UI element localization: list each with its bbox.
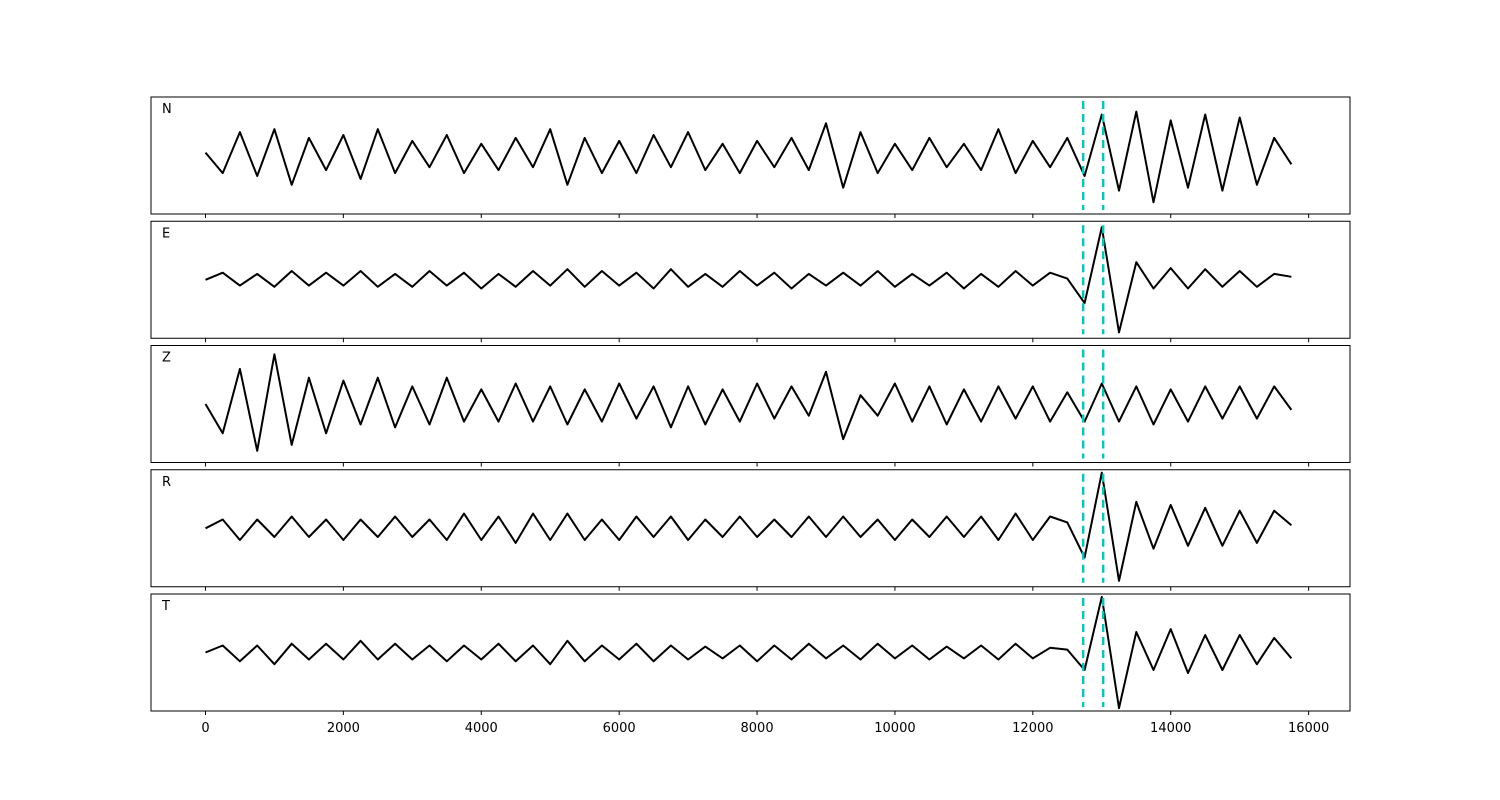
x-tick-label: 10000 bbox=[874, 721, 915, 736]
x-tick-label: 8000 bbox=[741, 721, 774, 736]
panel-frame bbox=[150, 469, 1351, 588]
x-tick-label: 6000 bbox=[603, 721, 636, 736]
panel-label: Z bbox=[162, 351, 171, 366]
x-tick-label: 12000 bbox=[1012, 721, 1053, 736]
panel-frame bbox=[150, 96, 1351, 215]
panel-frame bbox=[150, 220, 1351, 339]
x-tick-label: 2000 bbox=[327, 721, 360, 736]
x-tick-label: 0 bbox=[201, 721, 209, 736]
panel-label: N bbox=[162, 102, 172, 117]
x-tick-label: 16000 bbox=[1288, 721, 1329, 736]
panel-frame bbox=[150, 345, 1351, 463]
panel-label: E bbox=[162, 226, 170, 241]
trace bbox=[204, 353, 1293, 452]
trace bbox=[205, 595, 1293, 710]
panel-frame bbox=[150, 593, 1351, 712]
trace bbox=[205, 471, 1293, 582]
panel-label: T bbox=[161, 599, 170, 614]
panel-label: R bbox=[162, 475, 171, 490]
trace bbox=[205, 226, 1292, 334]
trace bbox=[204, 110, 1293, 204]
x-tick-label: 14000 bbox=[1150, 721, 1191, 736]
x-tick-label: 4000 bbox=[465, 721, 498, 736]
